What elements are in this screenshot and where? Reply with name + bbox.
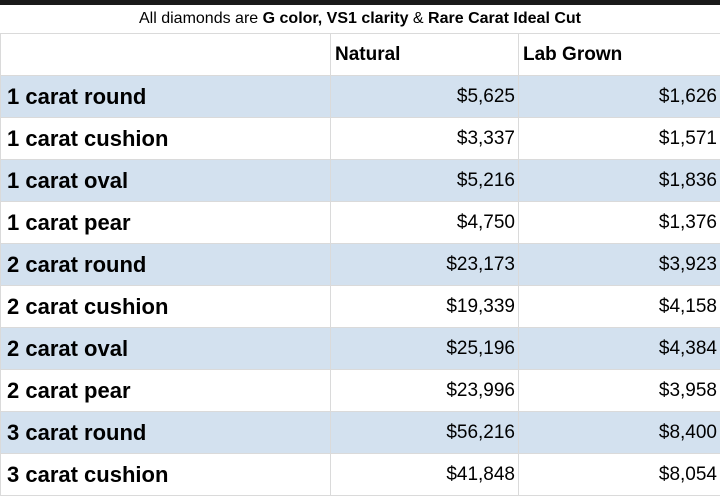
table-row: 2 carat oval $25,196 $4,384 xyxy=(1,328,720,370)
lab-grown-price: $4,158 xyxy=(519,286,720,328)
row-label: 3 carat round xyxy=(1,412,331,454)
row-label: 1 carat pear xyxy=(1,202,331,244)
natural-price: $56,216 xyxy=(331,412,519,454)
lab-grown-price: $1,836 xyxy=(519,160,720,202)
table-row: 2 carat round $23,173 $3,923 xyxy=(1,244,720,286)
row-label: 2 carat pear xyxy=(1,370,331,412)
row-label: 2 carat oval xyxy=(1,328,331,370)
table-row: 2 carat cushion $19,339 $4,158 xyxy=(1,286,720,328)
table-row: 1 carat cushion $3,337 $1,571 xyxy=(1,118,720,160)
table-caption: All diamonds are G color, VS1 clarity & … xyxy=(0,5,720,33)
natural-price: $5,216 xyxy=(331,160,519,202)
table-row: 3 carat cushion $41,848 $8,054 xyxy=(1,454,720,496)
caption-prefix: All diamonds are xyxy=(139,10,258,27)
natural-price: $23,996 xyxy=(331,370,519,412)
row-label: 1 carat round xyxy=(1,76,331,118)
table-row: 1 carat oval $5,216 $1,836 xyxy=(1,160,720,202)
header-lab-grown: Lab Grown xyxy=(519,34,720,76)
price-table: Natural Lab Grown 1 carat round $5,625 $… xyxy=(0,33,720,496)
lab-grown-price: $4,384 xyxy=(519,328,720,370)
caption-color-grade: G color, VS1 clarity xyxy=(263,10,409,27)
natural-price: $3,337 xyxy=(331,118,519,160)
row-label: 1 carat cushion xyxy=(1,118,331,160)
natural-price: $23,173 xyxy=(331,244,519,286)
lab-grown-price: $8,400 xyxy=(519,412,720,454)
table-row: 1 carat pear $4,750 $1,376 xyxy=(1,202,720,244)
row-label: 1 carat oval xyxy=(1,160,331,202)
lab-grown-price: $1,376 xyxy=(519,202,720,244)
caption-joiner: & xyxy=(413,10,424,27)
natural-price: $25,196 xyxy=(331,328,519,370)
header-natural: Natural xyxy=(331,34,519,76)
lab-grown-price: $3,958 xyxy=(519,370,720,412)
header-empty-cell xyxy=(1,34,331,76)
caption-cut: Rare Carat Ideal Cut xyxy=(428,10,581,27)
table-row: 2 carat pear $23,996 $3,958 xyxy=(1,370,720,412)
natural-price: $41,848 xyxy=(331,454,519,496)
natural-price: $4,750 xyxy=(331,202,519,244)
lab-grown-price: $1,571 xyxy=(519,118,720,160)
table-row: 3 carat round $56,216 $8,400 xyxy=(1,412,720,454)
natural-price: $19,339 xyxy=(331,286,519,328)
lab-grown-price: $8,054 xyxy=(519,454,720,496)
natural-price: $5,625 xyxy=(331,76,519,118)
row-label: 3 carat cushion xyxy=(1,454,331,496)
lab-grown-price: $1,626 xyxy=(519,76,720,118)
row-label: 2 carat round xyxy=(1,244,331,286)
lab-grown-price: $3,923 xyxy=(519,244,720,286)
table-row: 1 carat round $5,625 $1,626 xyxy=(1,76,720,118)
header-row: Natural Lab Grown xyxy=(1,34,720,76)
row-label: 2 carat cushion xyxy=(1,286,331,328)
